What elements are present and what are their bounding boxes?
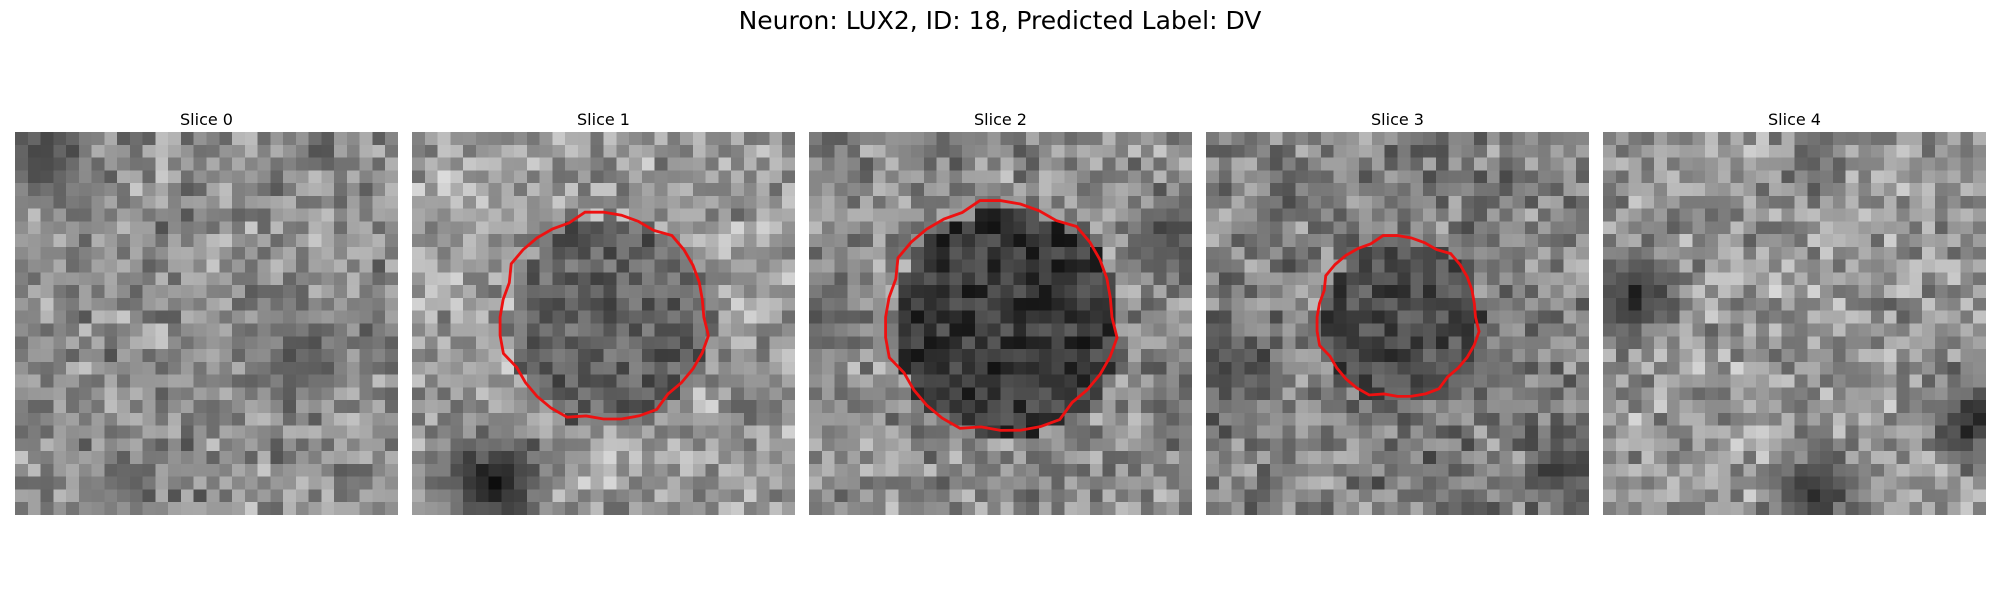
slice-image (15, 132, 398, 515)
slice-title: Slice 1 (577, 110, 630, 129)
roi-contour (498, 210, 710, 421)
slice-image (412, 132, 795, 515)
figure-title: Neuron: LUX2, ID: 18, Predicted Label: D… (738, 6, 1262, 35)
slice-image (1603, 132, 1986, 515)
slice-title: Slice 0 (180, 110, 233, 129)
slice-title: Slice 3 (1371, 110, 1424, 129)
slice-panel-3: Slice 3 (1206, 108, 1589, 515)
slice-title: Slice 2 (974, 110, 1027, 129)
roi-contour (1315, 234, 1481, 398)
roi-contour (884, 199, 1119, 432)
slice-panel-0: Slice 0 (15, 108, 398, 515)
slice-image (1206, 132, 1589, 515)
slice-image (809, 132, 1192, 515)
slice-title: Slice 4 (1768, 110, 1821, 129)
slice-panel-2: Slice 2 (809, 108, 1192, 515)
slice-panel-1: Slice 1 (412, 108, 795, 515)
slice-panel-4: Slice 4 (1603, 108, 1986, 515)
